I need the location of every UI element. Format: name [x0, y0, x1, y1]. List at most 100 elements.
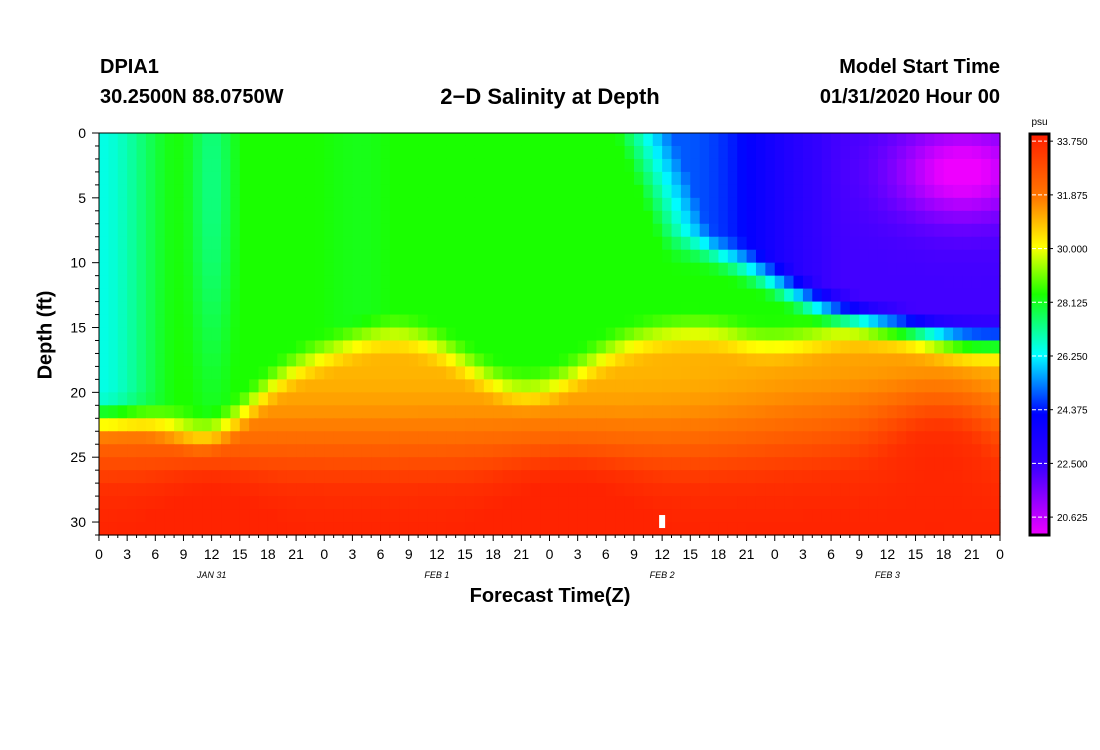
heatmap-cell: [633, 145, 644, 160]
heatmap-cell: [418, 340, 429, 355]
heatmap-cell: [127, 392, 138, 406]
heatmap-cell: [793, 366, 804, 380]
heatmap-cell: [680, 327, 691, 342]
heatmap-cell: [680, 379, 691, 393]
heatmap-cell: [953, 366, 964, 380]
heatmap-cell: [981, 314, 992, 329]
heatmap-cell: [361, 301, 372, 316]
heatmap-cell: [812, 210, 823, 225]
heatmap-cell: [117, 483, 128, 497]
heatmap-cell: [436, 483, 447, 497]
heatmap-cell: [812, 158, 823, 173]
heatmap-cell: [202, 431, 213, 445]
heatmap-cell: [465, 288, 476, 303]
heatmap-cell: [765, 249, 776, 264]
heatmap-cell: [877, 444, 888, 458]
heatmap-cell: [727, 444, 738, 458]
heatmap-cell: [211, 236, 222, 251]
heatmap-cell: [662, 288, 673, 303]
heatmap-cell: [192, 522, 203, 536]
heatmap-cell: [211, 405, 222, 419]
heatmap-cell: [136, 353, 147, 368]
heatmap-cell: [924, 288, 935, 303]
heatmap-cell: [662, 301, 673, 316]
heatmap-cell: [990, 314, 1001, 329]
heatmap-cell: [540, 262, 551, 277]
heatmap-cell: [258, 262, 269, 277]
heatmap-cell: [483, 496, 494, 510]
heatmap-cell: [361, 197, 372, 212]
heatmap-cell: [840, 405, 851, 419]
heatmap-cell: [953, 444, 964, 458]
heatmap-cell: [455, 223, 466, 238]
heatmap-cell: [99, 431, 109, 445]
heatmap-cell: [868, 133, 879, 147]
heatmap-cell: [831, 197, 842, 212]
heatmap-cell: [324, 236, 335, 251]
heatmap-cell: [953, 223, 964, 238]
heatmap-cell: [511, 340, 522, 355]
heatmap-cell: [727, 133, 738, 147]
heatmap-cell: [333, 223, 344, 238]
heatmap-cell: [624, 379, 635, 393]
heatmap-cell: [765, 444, 776, 458]
heatmap-cell: [108, 392, 119, 406]
heatmap-cell: [849, 210, 860, 225]
heatmap-cell: [436, 184, 447, 199]
heatmap-cell: [361, 483, 372, 497]
heatmap-cell: [230, 444, 241, 458]
heatmap-cell: [971, 340, 982, 355]
heatmap-cell: [718, 197, 729, 212]
heatmap-cell: [446, 301, 457, 316]
heatmap-cell: [361, 184, 372, 199]
heatmap-cell: [971, 444, 982, 458]
heatmap-cell: [887, 509, 898, 523]
heatmap-cell: [868, 145, 879, 160]
heatmap-cell: [605, 418, 616, 432]
heatmap-cell: [709, 249, 720, 264]
heatmap-cell: [568, 210, 579, 225]
heatmap-cell: [174, 223, 185, 238]
heatmap-cell: [221, 236, 231, 251]
heatmap-cell: [934, 353, 945, 368]
heatmap-cell: [267, 392, 278, 406]
heatmap-cell: [690, 418, 701, 432]
heatmap-cell: [793, 431, 804, 445]
heatmap-cell: [877, 133, 888, 147]
heatmap-cell: [314, 275, 325, 290]
heatmap-cell: [408, 145, 419, 160]
y-tick-label: 5: [78, 190, 86, 206]
heatmap-cell: [521, 431, 532, 445]
heatmap-cell: [99, 483, 109, 497]
heatmap-cell: [821, 392, 832, 406]
heatmap-cell: [465, 379, 476, 393]
heatmap-cell: [831, 405, 842, 419]
heatmap-cell: [108, 288, 119, 303]
heatmap-cell: [286, 171, 297, 186]
heatmap-cell: [924, 249, 935, 264]
heatmap-cell: [371, 327, 382, 342]
heatmap-cell: [605, 314, 616, 329]
heatmap-cell: [99, 418, 109, 432]
heatmap-cell: [371, 314, 382, 329]
heatmap-cell: [652, 418, 663, 432]
heatmap-cell: [934, 509, 945, 523]
heatmap-cell: [305, 145, 316, 160]
heatmap-cell: [802, 392, 813, 406]
heatmap-cell: [446, 275, 457, 290]
heatmap-cell: [211, 522, 222, 536]
heatmap-cell: [465, 262, 476, 277]
heatmap-cell: [324, 275, 335, 290]
heatmap-cell: [821, 275, 832, 290]
heatmap-cell: [296, 353, 307, 368]
heatmap-cell: [915, 145, 926, 160]
heatmap-cell: [343, 133, 354, 147]
heatmap-cell: [117, 366, 128, 380]
heatmap-cell: [755, 379, 766, 393]
heatmap-cell: [765, 171, 776, 186]
heatmap-cell: [877, 470, 888, 484]
heatmap-cell: [155, 444, 166, 458]
heatmap-cell: [793, 509, 804, 523]
heatmap-cell: [934, 366, 945, 380]
heatmap-cell: [737, 470, 748, 484]
